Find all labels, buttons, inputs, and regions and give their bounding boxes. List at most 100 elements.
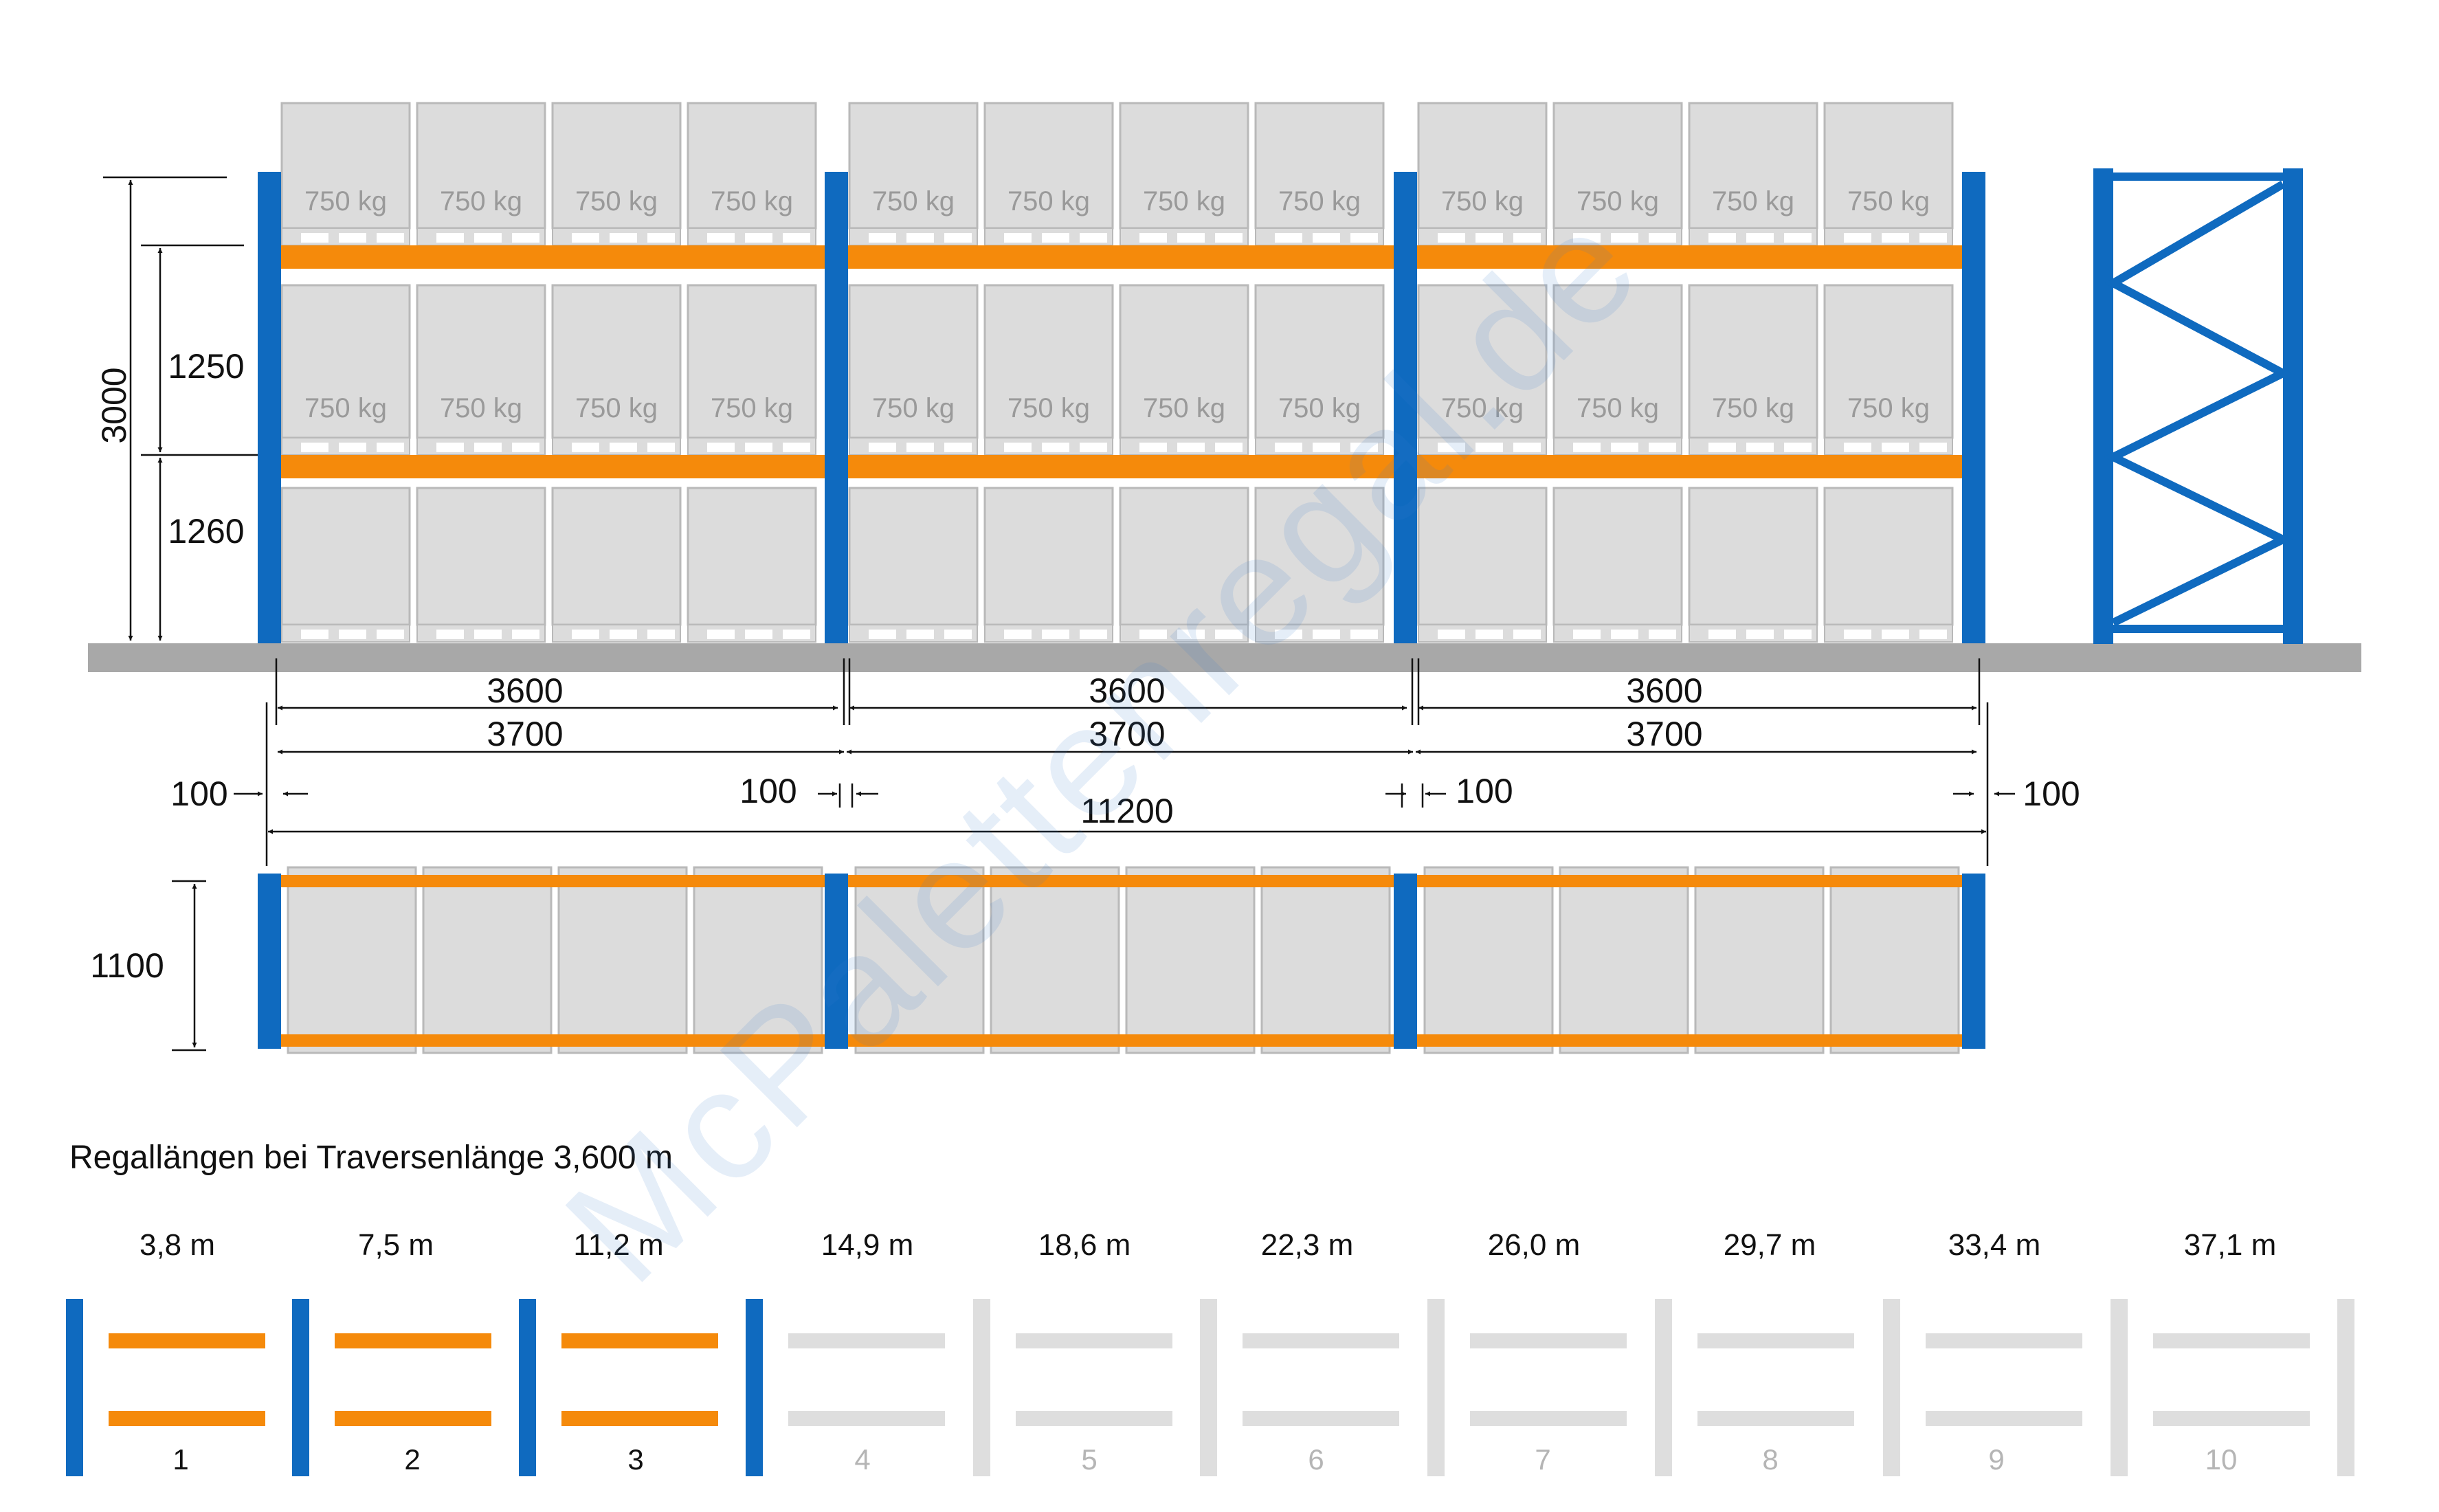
dim-bay-3-beam: 3600 [1626, 671, 1702, 710]
pallet-load [1688, 487, 1818, 643]
side-frame [2093, 168, 2303, 644]
dim-bay-1-beam: 3600 [487, 671, 563, 710]
bay-count-label: 4 [854, 1443, 870, 1476]
dim-bay-2-axis: 3700 [1089, 715, 1165, 753]
load-label: 750 kg [1441, 186, 1524, 216]
load-label: 750 kg [872, 393, 955, 423]
bay-count-label: 1 [172, 1443, 188, 1476]
beam-icon [1243, 1333, 1399, 1348]
pallet-top [854, 866, 985, 1054]
load-label: 750 kg [1577, 186, 1659, 216]
load-label: 750 kg [440, 393, 522, 423]
dim-clearance-left: 100 [170, 775, 227, 813]
load-label: 750 kg [711, 186, 793, 216]
pallet-top [1559, 866, 1689, 1054]
pallet-top [1694, 866, 1825, 1054]
load-label: 750 kg [304, 393, 387, 423]
upright-icon [2337, 1299, 2354, 1476]
pallet-load [416, 487, 546, 643]
upright [825, 172, 848, 643]
top-uprights [258, 874, 1985, 1049]
beam [848, 245, 1394, 269]
dim-level-2-height: 1250 [168, 347, 244, 386]
pallet-load [1417, 487, 1548, 643]
pallet-load [1119, 487, 1249, 643]
pallet-load: 750 kg [416, 102, 546, 246]
upright-icon [292, 1299, 309, 1476]
load-label: 750 kg [1278, 186, 1361, 216]
pallet-top [287, 866, 417, 1054]
upright [1394, 172, 1417, 643]
load-label: 750 kg [1007, 186, 1090, 216]
beam-icon [788, 1411, 945, 1426]
pallet-load: 750 kg [687, 284, 817, 456]
pallet-top [557, 866, 688, 1054]
beam-top [281, 1034, 825, 1047]
beam-top [281, 875, 825, 887]
top-beams [281, 875, 1962, 1047]
beam-icon [1243, 1411, 1399, 1426]
upright-top [825, 874, 848, 1049]
beam [1417, 245, 1962, 269]
pallet-load: 750 kg [1823, 102, 1954, 246]
load-label: 750 kg [1847, 393, 1930, 423]
pallet-load: 750 kg [1552, 284, 1683, 456]
beam-icon [1470, 1333, 1627, 1348]
length-label: 29,7 m [1724, 1228, 1816, 1262]
pallet-load: 750 kg [1254, 102, 1385, 246]
dim-bay-2-beam: 3600 [1089, 671, 1165, 710]
load-label: 750 kg [1143, 393, 1225, 423]
dimensions: 3000 1250 1260 3600 3600 3600 3700 3700 … [90, 176, 2080, 1052]
pallet-load: 750 kg [1823, 284, 1954, 456]
upright-icon [519, 1299, 536, 1476]
beam [281, 455, 825, 478]
pallet-load: 750 kg [983, 102, 1114, 246]
pallet-top [990, 866, 1120, 1054]
beam [281, 245, 825, 269]
length-label: 3,8 m [140, 1228, 215, 1262]
front-beams [281, 245, 1962, 478]
dim-total-length: 11200 [1080, 792, 1173, 830]
lengths-heading: Regallängen bei Traversenlänge 3,600 m [69, 1139, 673, 1176]
load-label: 750 kg [1278, 393, 1361, 423]
beam-icon [1926, 1411, 2082, 1426]
pallet-load: 750 kg [687, 102, 817, 246]
pallet-load: 750 kg [1417, 284, 1548, 456]
bay-count-label: 7 [1535, 1443, 1550, 1476]
pallet-top [422, 866, 553, 1054]
beam [1417, 455, 1962, 478]
load-label: 750 kg [1577, 393, 1659, 423]
dim-clearance-right: 100 [2023, 775, 2080, 813]
beam-icon [109, 1411, 265, 1426]
length-label: 7,5 m [358, 1228, 434, 1262]
pallet-load [983, 487, 1114, 643]
front-view: 750 kg 750 kg 750 kg 750 kg 750 kg 750 kg 750 … [88, 102, 2361, 672]
beam-icon [2153, 1411, 2310, 1426]
pallet-load [280, 487, 411, 643]
length-label: 33,4 m [1948, 1228, 2041, 1262]
beam-icon [1697, 1333, 1854, 1348]
bay-count-label: 9 [1988, 1443, 2004, 1476]
bay-count-label: 3 [627, 1443, 643, 1476]
pallet-load [551, 487, 682, 643]
load-label: 750 kg [575, 186, 658, 216]
pallet-load [1823, 487, 1954, 643]
load-label: 750 kg [1847, 186, 1930, 216]
pallet-load: 750 kg [1688, 102, 1818, 246]
load-label: 750 kg [575, 393, 658, 423]
beam [848, 455, 1394, 478]
pallet-load: 750 kg [848, 284, 979, 456]
load-label: 750 kg [1143, 186, 1225, 216]
upright-icon [746, 1299, 763, 1476]
upright-icon [973, 1299, 990, 1476]
upright-icon [1427, 1299, 1445, 1476]
length-label: 11,2 m [573, 1228, 663, 1262]
beam-icon [1016, 1411, 1172, 1426]
load-label: 750 kg [1441, 393, 1524, 423]
length-label: 37,1 m [2184, 1228, 2277, 1262]
dim-clearance-bay-1: 100 [739, 772, 797, 810]
dim-total-height: 3000 [95, 367, 133, 443]
bay-count-label: 6 [1308, 1443, 1324, 1476]
beam-top [848, 1034, 1394, 1047]
pallet-top [1260, 866, 1391, 1054]
